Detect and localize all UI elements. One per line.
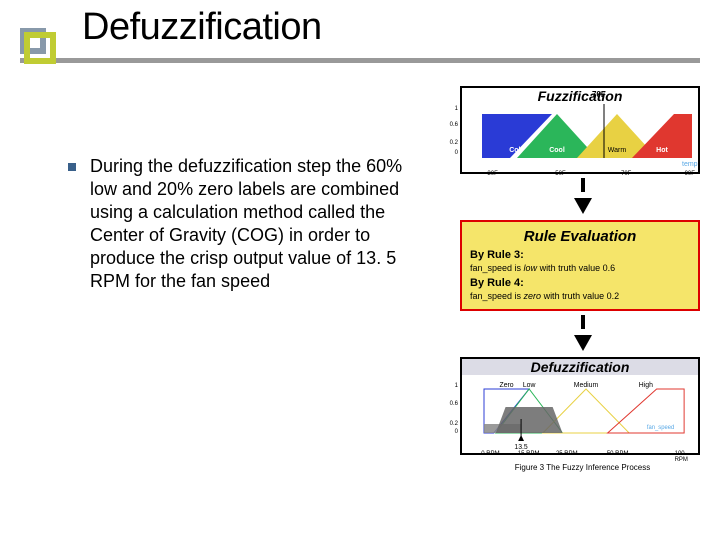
mf-label-high: High (639, 382, 653, 389)
fuzz-y-ticks: 1 0.6 0.2 0 (444, 88, 460, 172)
rule-evaluation-panel: Rule Evaluation By Rule 3: fan_speed is l… (460, 220, 700, 311)
fuzzification-panel: Fuzzification 70F 1 0.6 0.2 0 ColdCoolWa… (460, 86, 700, 174)
fan-label: fan_speed (647, 425, 674, 431)
x-tick: 0 RPM (481, 451, 499, 457)
accent-decoration (20, 28, 76, 84)
rule-label: By Rule 4: (470, 277, 690, 289)
defuzz-chart: ZeroLowMediumHigh 13.5 fan_speed (484, 389, 690, 433)
mf-label-hot: Hot (656, 147, 668, 154)
mf-label-zero: Zero (500, 382, 514, 389)
title-rule (20, 58, 700, 63)
bullet-item: During the defuzzification step the 60% … (90, 155, 410, 293)
title-area: Defuzzification (20, 6, 700, 74)
mf-label-warm: Warm (608, 147, 627, 154)
fuzzification-title: Fuzzification (462, 88, 698, 104)
mf-label-cool: Cool (549, 147, 565, 154)
rule-label: By Rule 3: (470, 249, 690, 261)
temp-label: temp (682, 161, 698, 168)
defuzz-title: Defuzzification (462, 359, 698, 375)
rule-text: fan_speed is zero with truth value 0.2 (470, 291, 690, 301)
mf-label-low: Low (523, 382, 537, 389)
x-tick: 100 RPM (675, 451, 688, 463)
x-tick: 15 RPM (518, 451, 540, 457)
x-tick: 90F (685, 171, 695, 177)
cog-arrow-icon (518, 435, 524, 441)
shaded-region (496, 407, 563, 433)
slide-title: Defuzzification (82, 6, 700, 49)
diagram-stack: Fuzzification 70F 1 0.6 0.2 0 ColdCoolWa… (460, 86, 705, 472)
figure-caption: Figure 3 The Fuzzy Inference Process (460, 463, 705, 472)
cog-value: 13.5 (514, 444, 527, 451)
x-tick: 50F (555, 171, 565, 177)
arrow-down-icon (573, 315, 593, 351)
input-marker-label: 70F (592, 90, 606, 99)
bullet-icon (68, 163, 76, 171)
x-tick: 70F (621, 171, 631, 177)
defuzz-y-ticks: 1 0.6 0.2 0 (444, 359, 460, 453)
arrow-down-icon (573, 178, 593, 214)
x-tick: 25 RPM (556, 451, 578, 457)
rule-text: fan_speed is low with truth value 0.6 (470, 263, 690, 273)
bullet-text: During the defuzzification step the 60% … (90, 156, 402, 291)
mf-label-medium: Medium (574, 382, 599, 389)
x-tick: 50 RPM (607, 451, 629, 457)
slide: Defuzzification During the defuzzificati… (0, 0, 720, 540)
rule-eval-title: Rule Evaluation (470, 228, 690, 245)
fuzz-chart: ColdCoolWarmHot temp (482, 114, 692, 158)
defuzzification-panel: Defuzzification 1 0.6 0.2 0 ZeroLowMediu… (460, 357, 700, 455)
x-tick: 30F (487, 171, 497, 177)
body-text: During the defuzzification step the 60% … (90, 155, 410, 293)
